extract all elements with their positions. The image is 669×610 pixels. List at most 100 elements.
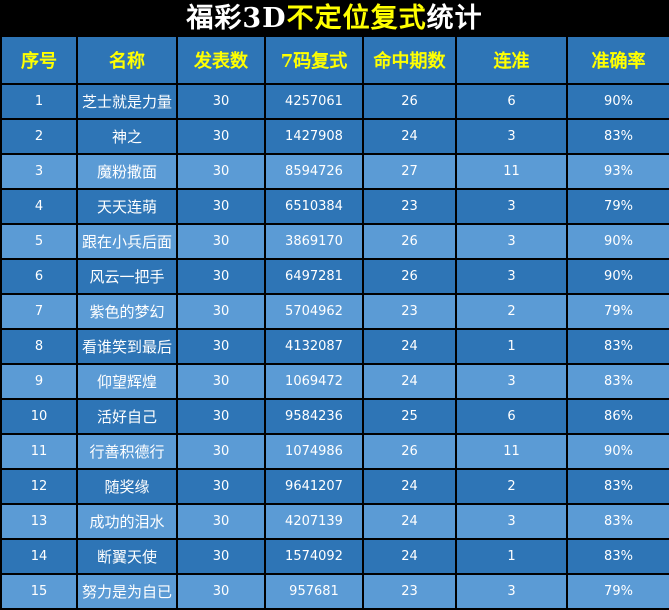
- cell-index: 1: [0, 83, 78, 120]
- cell-hits: 27: [362, 153, 457, 190]
- cell-accuracy: 90%: [566, 83, 669, 120]
- cell-index: 9: [0, 363, 78, 400]
- table-row: 3 魔粉撒面 30 8594726 27 11 93%: [0, 153, 669, 190]
- cell-accuracy: 79%: [566, 293, 669, 330]
- cell-posts: 30: [176, 503, 266, 540]
- cell-7-code: 4132087: [264, 328, 364, 365]
- cell-hits: 26: [362, 223, 457, 260]
- cell-accuracy: 79%: [566, 188, 669, 225]
- cell-hits: 24: [362, 538, 457, 575]
- cell-hits: 24: [362, 328, 457, 365]
- column-header-accuracy: 准确率: [566, 35, 669, 85]
- cell-hits: 24: [362, 468, 457, 505]
- cell-name: 随奖缘: [76, 468, 178, 505]
- column-header-name: 名称: [76, 35, 178, 85]
- stats-table: 序号 名称 发表数 7码复式 命中期数 连准 准确率 1 芝士就是力量 30 4257…: [0, 35, 669, 610]
- cell-name: 芝士就是力量: [76, 83, 178, 120]
- table-row: 5 跟在小兵后面 30 3869170 26 3 90%: [0, 223, 669, 260]
- table-row: 1 芝士就是力量 30 4257061 26 6 90%: [0, 83, 669, 120]
- cell-streak: 2: [455, 468, 568, 505]
- cell-name: 跟在小兵后面: [76, 223, 178, 260]
- table-row: 10 活好自己 30 9584236 25 6 86%: [0, 398, 669, 435]
- cell-streak: 1: [455, 538, 568, 575]
- cell-index: 12: [0, 468, 78, 505]
- cell-accuracy: 90%: [566, 258, 669, 295]
- cell-7-code: 1574092: [264, 538, 364, 575]
- cell-7-code: 4257061: [264, 83, 364, 120]
- cell-accuracy: 83%: [566, 328, 669, 365]
- cell-posts: 30: [176, 188, 266, 225]
- cell-accuracy: 90%: [566, 433, 669, 470]
- cell-streak: 3: [455, 118, 568, 155]
- cell-index: 7: [0, 293, 78, 330]
- cell-name: 成功的泪水: [76, 503, 178, 540]
- cell-hits: 26: [362, 433, 457, 470]
- cell-index: 14: [0, 538, 78, 575]
- cell-streak: 1: [455, 328, 568, 365]
- cell-index: 8: [0, 328, 78, 365]
- cell-index: 2: [0, 118, 78, 155]
- cell-streak: 11: [455, 433, 568, 470]
- cell-index: 13: [0, 503, 78, 540]
- cell-streak: 3: [455, 503, 568, 540]
- cell-streak: 3: [455, 573, 568, 610]
- cell-streak: 2: [455, 293, 568, 330]
- column-header-hits: 命中期数: [362, 35, 457, 85]
- cell-posts: 30: [176, 328, 266, 365]
- cell-index: 5: [0, 223, 78, 260]
- cell-accuracy: 79%: [566, 573, 669, 610]
- cell-hits: 26: [362, 83, 457, 120]
- cell-hits: 23: [362, 573, 457, 610]
- cell-7-code: 6510384: [264, 188, 364, 225]
- cell-accuracy: 93%: [566, 153, 669, 190]
- cell-accuracy: 83%: [566, 468, 669, 505]
- cell-accuracy: 90%: [566, 223, 669, 260]
- cell-7-code: 5704962: [264, 293, 364, 330]
- page-title: 福彩3D不定位复式统计: [0, 0, 669, 35]
- cell-index: 6: [0, 258, 78, 295]
- table-header-row: 序号 名称 发表数 7码复式 命中期数 连准 准确率: [0, 35, 669, 85]
- column-header-posts: 发表数: [176, 35, 266, 85]
- cell-name: 断翼天使: [76, 538, 178, 575]
- table-row: 4 天天连萌 30 6510384 23 3 79%: [0, 188, 669, 225]
- cell-posts: 30: [176, 363, 266, 400]
- cell-streak: 3: [455, 223, 568, 260]
- cell-streak: 3: [455, 258, 568, 295]
- cell-name: 活好自己: [76, 398, 178, 435]
- cell-posts: 30: [176, 83, 266, 120]
- cell-accuracy: 83%: [566, 503, 669, 540]
- table-row: 15 努力是为自已 30 957681 23 3 79%: [0, 573, 669, 610]
- column-header-7-code: 7码复式: [264, 35, 364, 85]
- cell-name: 风云一把手: [76, 258, 178, 295]
- column-header-streak: 连准: [455, 35, 568, 85]
- cell-7-code: 957681: [264, 573, 364, 610]
- cell-posts: 30: [176, 258, 266, 295]
- table-row: 8 看谁笑到最后 30 4132087 24 1 83%: [0, 328, 669, 365]
- cell-posts: 30: [176, 468, 266, 505]
- cell-name: 天天连萌: [76, 188, 178, 225]
- cell-accuracy: 86%: [566, 398, 669, 435]
- table-row: 14 断翼天使 30 1574092 24 1 83%: [0, 538, 669, 575]
- cell-posts: 30: [176, 538, 266, 575]
- table-row: 6 风云一把手 30 6497281 26 3 90%: [0, 258, 669, 295]
- cell-posts: 30: [176, 118, 266, 155]
- cell-index: 11: [0, 433, 78, 470]
- cell-hits: 23: [362, 188, 457, 225]
- cell-accuracy: 83%: [566, 363, 669, 400]
- cell-posts: 30: [176, 293, 266, 330]
- cell-index: 10: [0, 398, 78, 435]
- table-row: 7 紫色的梦幻 30 5704962 23 2 79%: [0, 293, 669, 330]
- cell-name: 行善积德行: [76, 433, 178, 470]
- cell-index: 15: [0, 573, 78, 610]
- cell-index: 3: [0, 153, 78, 190]
- cell-name: 魔粉撒面: [76, 153, 178, 190]
- cell-7-code: 1427908: [264, 118, 364, 155]
- cell-posts: 30: [176, 433, 266, 470]
- cell-hits: 24: [362, 118, 457, 155]
- cell-hits: 24: [362, 363, 457, 400]
- cell-posts: 30: [176, 398, 266, 435]
- cell-name: 看谁笑到最后: [76, 328, 178, 365]
- cell-index: 4: [0, 188, 78, 225]
- cell-posts: 30: [176, 223, 266, 260]
- cell-accuracy: 83%: [566, 538, 669, 575]
